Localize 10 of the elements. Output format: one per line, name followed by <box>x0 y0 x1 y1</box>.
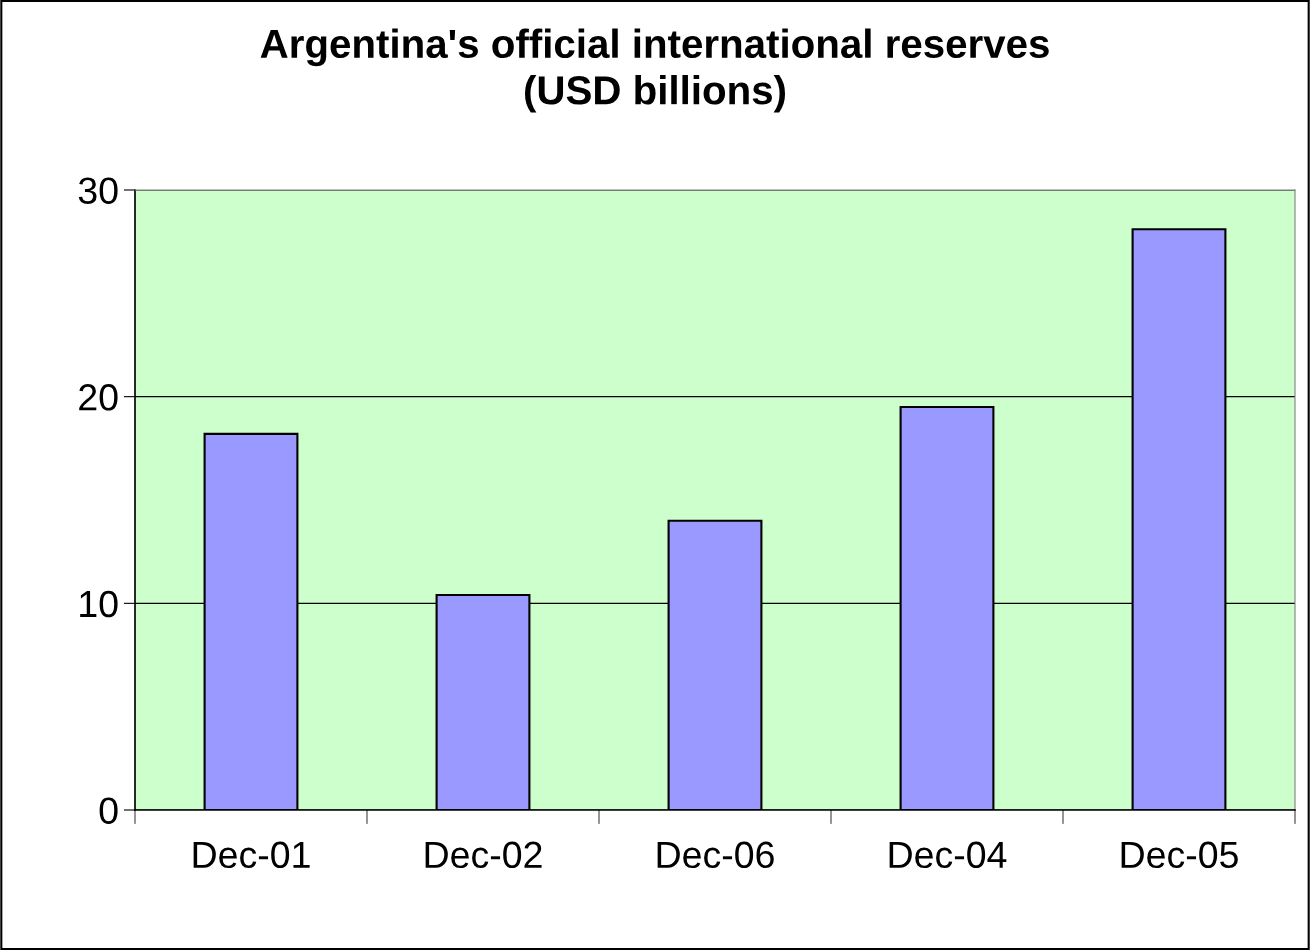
x-tick-label: Dec-02 <box>425 841 542 869</box>
x-tick-label: Dec-06 <box>657 841 774 869</box>
y-tick-label: 10 <box>80 590 118 618</box>
y-tick-label: 20 <box>79 384 118 411</box>
chart-title: Argentina's official international reserves (USD billions) <box>260 28 1049 113</box>
y-tick-label: 30 <box>78 177 118 204</box>
x-tick-label: Dec-05 <box>1121 841 1238 869</box>
y-tick-label: 0 <box>99 797 118 824</box>
x-tick-label: Dec-04 <box>889 841 1007 869</box>
x-tick-label: Dec-01 <box>193 841 310 869</box>
